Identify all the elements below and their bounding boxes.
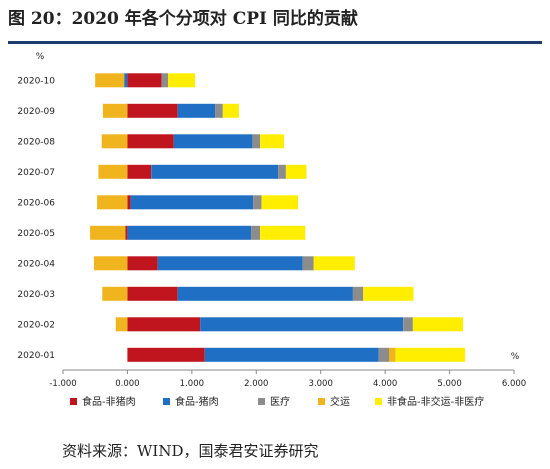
x-tick-label: 6.000 [502,379,526,389]
bar-segment [173,134,253,149]
bar-segment [302,256,314,271]
bar-segment [215,103,223,118]
bar-segment [130,195,253,210]
x-tick-label: 1.000 [180,379,204,389]
bar-segment [127,134,174,149]
bar-segment [102,103,128,118]
bar-segment [124,73,128,88]
bar-segment [127,286,178,301]
legend-swatch [318,398,325,405]
bar-segment [125,225,128,240]
bar-segment [204,347,379,362]
bar-segment [127,225,252,240]
bar-segment [177,103,216,118]
legend-swatch [70,398,77,405]
unit-label-top: % [36,52,45,62]
bar-segment [157,256,303,271]
category-label: 2020-01 [17,351,55,361]
category-label: 2020-10 [17,76,55,86]
x-tick-label: 5.000 [437,379,461,389]
title-divider [8,41,542,44]
bar-segment [222,103,239,118]
bar-segment [127,347,205,362]
bar-segment [93,256,128,271]
bar-segment [200,317,404,332]
figure-title: 图 20：2020 年各个分项对 CPI 同比的贡献 [8,9,358,29]
bar-segment [151,164,279,179]
bar-segment [127,256,158,271]
x-tick-label: -1.000 [49,379,76,389]
source-note: 资料来源：WIND，国泰君安证券研究 [62,442,319,460]
bar-segment [285,164,307,179]
bar-segment [252,134,261,149]
bar-segment [127,103,178,118]
bar-segment [95,73,125,88]
x-tick-label: 0.000 [115,379,139,389]
unit-label-bottom: % [511,352,520,362]
bar-segment [98,164,128,179]
bar-segment [395,347,466,362]
category-label: 2020-09 [17,107,55,117]
bar-segment [127,317,201,332]
bar-segment [352,286,364,301]
bar-segment [378,347,389,362]
bar-segment [115,317,128,332]
bar-segment [389,347,396,362]
bar-segment [161,73,168,88]
bar-segment [253,195,262,210]
category-label: 2020-02 [17,320,55,330]
category-label: 2020-03 [17,290,55,300]
bar-segment [260,225,306,240]
bar-segment [412,317,464,332]
bar-segment [363,286,414,301]
legend-label: 非食品-非交运-非医疗 [387,395,484,408]
legend-label: 交运 [330,395,350,408]
stacked-bar-chart: 2020-10 2020-09 2020-08 2020-07 2020-06 2020-… [17,52,526,408]
x-tick-label: 2.000 [244,379,268,389]
bar-segment [127,164,152,179]
bar-segment [403,317,413,332]
bar-segment [278,164,286,179]
bar-segment [261,195,299,210]
bar-segment [127,73,162,88]
legend-swatch [163,398,170,405]
bar-segment [97,195,128,210]
legend-swatch [375,398,382,405]
legend-swatch [258,398,265,405]
category-label: 2020-07 [17,168,55,178]
bar-segment [313,256,355,271]
legend-label: 食品-非猪肉 [82,395,136,408]
x-tick-label: 3.000 [309,379,333,389]
bar-segment [177,286,353,301]
x-tick-label: 4.000 [373,379,397,389]
bar-segment [260,134,284,149]
bar-segment [168,73,196,88]
category-label: 2020-04 [17,259,55,269]
bar-segment [251,225,261,240]
legend-label: 医疗 [270,395,290,408]
legend-label: 食品-猪肉 [175,395,219,408]
bar-segment [127,195,131,210]
bar-segment [90,225,126,240]
bar-segment [102,286,128,301]
category-label: 2020-05 [17,229,55,239]
category-label: 2020-08 [17,137,55,147]
category-label: 2020-06 [17,198,55,208]
bar-segment [101,134,128,149]
